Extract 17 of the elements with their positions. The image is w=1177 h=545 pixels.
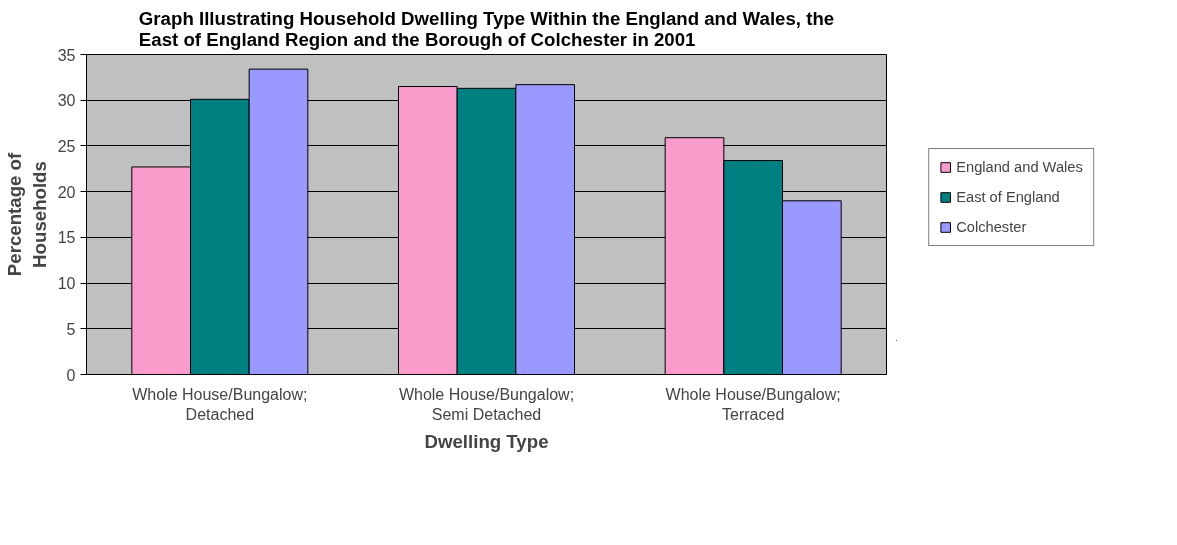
y-tick-label: 5 [66, 320, 76, 338]
x-tick-label: Whole House/Bungalow; Terraced [665, 385, 841, 423]
y-tick-label: 20 [57, 183, 76, 201]
y-tick-label: 30 [57, 92, 76, 110]
y-tick-label: 35 [57, 46, 76, 64]
x-axis-title: Dwelling Type [424, 430, 549, 452]
y-axis-title: Percentage of Households [3, 152, 50, 277]
legend-label: East of England [956, 189, 1060, 205]
y-tick-label: 25 [57, 137, 76, 155]
x-tick-label: Whole House/Bungalow; Detached [132, 385, 308, 423]
chart-title: Graph Illustrating Household Dwelling Type Within the England and Wales, the East of England Region and the Borough of Colchester in 2001 [138, 7, 835, 50]
legend-label: Colchester [956, 219, 1027, 235]
y-tick-label: 15 [57, 229, 76, 247]
legend-label: England and Wales [956, 159, 1083, 175]
x-tick-label: Whole House/Bungalow; Semi Detached [398, 385, 575, 423]
y-tick-label: 0 [66, 366, 76, 384]
y-tick-label: 10 [57, 275, 76, 293]
